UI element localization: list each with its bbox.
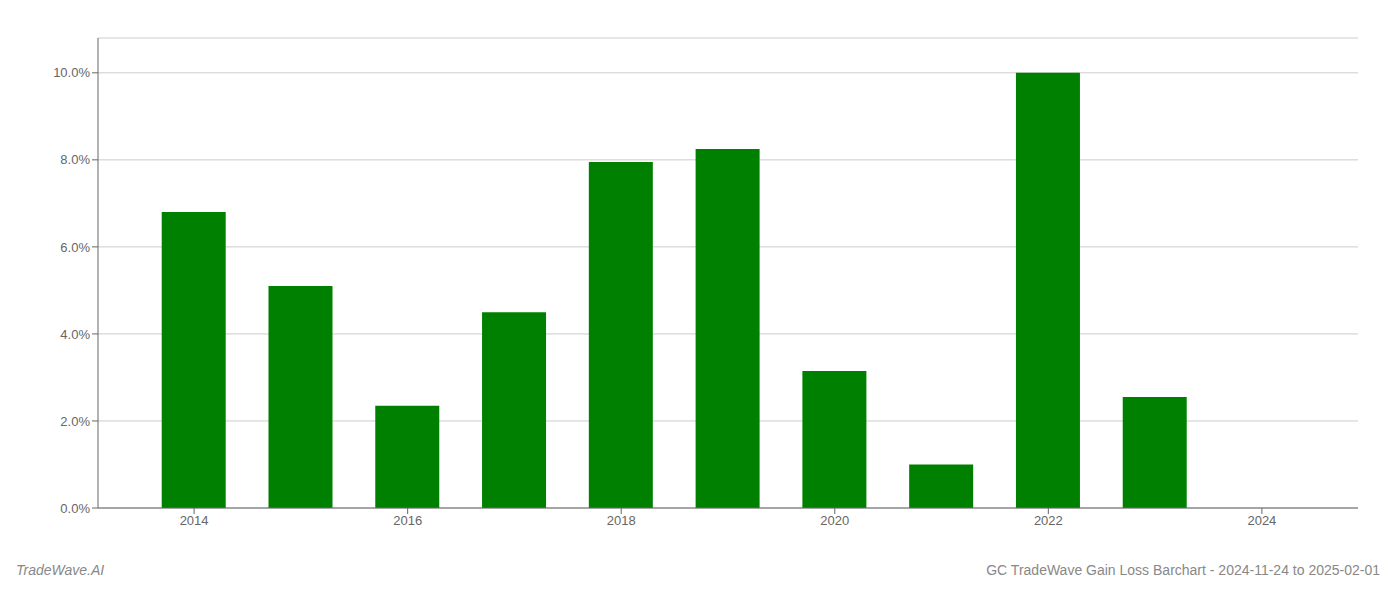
svg-text:2014: 2014 [180, 513, 209, 528]
svg-text:4.0%: 4.0% [60, 327, 90, 342]
html-text:TradeWave.AI: TradeWave.AI [16, 562, 105, 578]
svg-text:2018: 2018 [607, 513, 636, 528]
svg-text:6.0%: 6.0% [60, 240, 90, 255]
svg-text:10.0%: 10.0% [53, 65, 90, 80]
svg-text:2022: 2022 [1034, 513, 1063, 528]
svg-text:2.0%: 2.0% [60, 414, 90, 429]
html-text:GC TradeWave Gain Loss Barchar: GC TradeWave Gain Loss Barchart - 2024-1… [986, 562, 1380, 578]
svg-text:8.0%: 8.0% [60, 152, 90, 167]
svg-text:2016: 2016 [393, 513, 422, 528]
svg-text:2024: 2024 [1247, 513, 1276, 528]
svg-text:0.0%: 0.0% [60, 501, 90, 516]
svg-text:2020: 2020 [820, 513, 849, 528]
